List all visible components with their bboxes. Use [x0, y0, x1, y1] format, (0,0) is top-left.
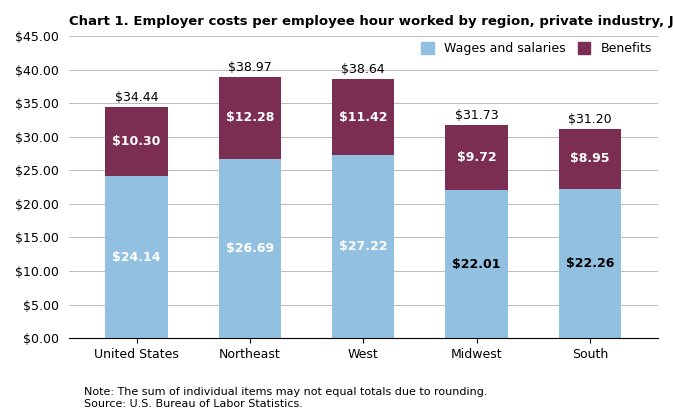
Bar — [446, 190, 508, 338]
Text: $26.69: $26.69 — [226, 242, 274, 255]
Text: $11.42: $11.42 — [339, 111, 388, 123]
Bar — [106, 176, 168, 338]
Bar — [559, 189, 621, 338]
Text: Note: The sum of individual items may not equal totals due to rounding.
Source: : Note: The sum of individual items may no… — [84, 387, 488, 409]
Text: $24.14: $24.14 — [112, 251, 161, 263]
Text: $38.97: $38.97 — [228, 61, 272, 74]
Text: $27.22: $27.22 — [339, 240, 388, 253]
Text: $34.44: $34.44 — [115, 91, 158, 104]
Text: $9.72: $9.72 — [457, 151, 497, 164]
Bar — [106, 107, 168, 176]
Legend: Wages and salaries, Benefits: Wages and salaries, Benefits — [421, 43, 651, 55]
Text: $38.64: $38.64 — [341, 63, 385, 76]
Bar — [332, 155, 394, 338]
Bar — [219, 159, 281, 338]
Bar — [332, 79, 394, 155]
Text: $12.28: $12.28 — [225, 111, 274, 124]
Text: $10.30: $10.30 — [112, 135, 161, 148]
Text: Chart 1. Employer costs per employee hour worked by region, private industry, Ju: Chart 1. Employer costs per employee hou… — [69, 15, 673, 28]
Text: $31.20: $31.20 — [568, 113, 612, 126]
Text: $22.26: $22.26 — [566, 257, 614, 270]
Text: $22.01: $22.01 — [452, 258, 501, 271]
Bar — [219, 76, 281, 159]
Text: $31.73: $31.73 — [455, 109, 499, 123]
Text: $8.95: $8.95 — [570, 152, 610, 165]
Bar — [446, 125, 508, 190]
Bar — [559, 129, 621, 189]
